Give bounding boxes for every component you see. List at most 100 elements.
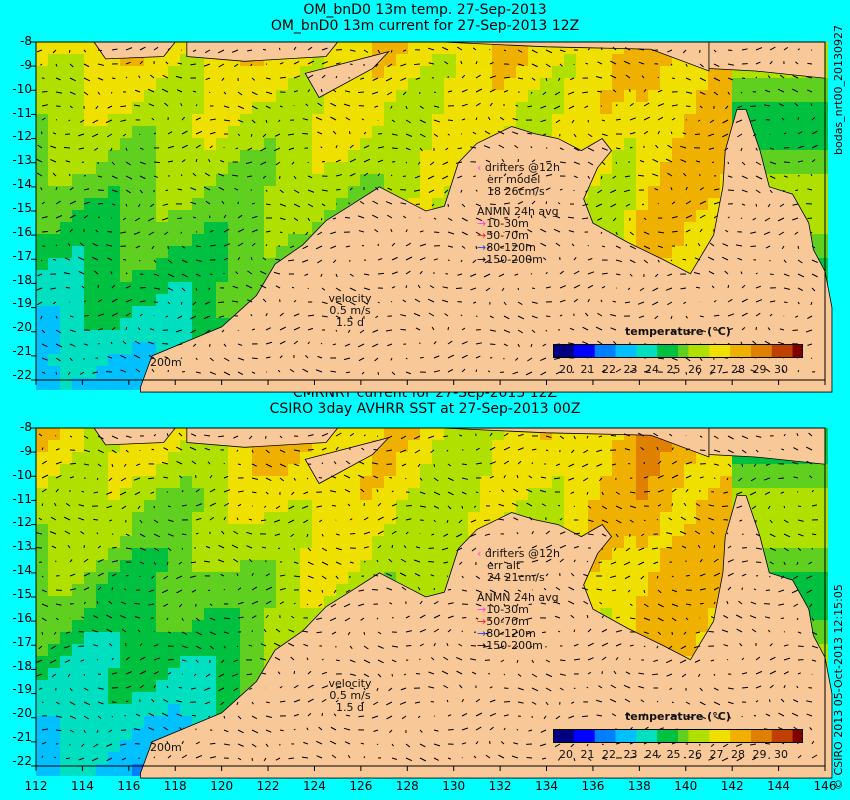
colorbar-segment [678, 344, 689, 358]
colorbar-segment [709, 729, 721, 743]
colorbar-segment [646, 344, 658, 358]
lat-tick-label: -14 [12, 563, 32, 578]
colorbar-segment [750, 344, 762, 358]
lat-tick-label: -22 [12, 754, 32, 768]
colorbar-segment [678, 729, 689, 743]
bottom-colorbar-title: temperature (°C) [625, 710, 731, 723]
island [93, 41, 177, 60]
lon-tick-label: 136 [581, 779, 605, 793]
stats-legend: 18 26cm/s [487, 185, 545, 198]
lat-tick-label: -19 [12, 682, 32, 697]
colorbar-tick-label: 27 [709, 363, 724, 376]
depth-150-200: →150-200m [477, 253, 543, 266]
colorbar-segment [792, 729, 803, 743]
lon-tick-label: 124 [303, 779, 326, 793]
colorbar-tick-label: 23 [623, 748, 638, 761]
colorbar-tick-label: 29 [752, 363, 767, 376]
colorbar-tick-label: 20 [559, 363, 573, 376]
colorbar-tick-label: 24 [645, 363, 659, 376]
lat-tick-label: -16 [12, 610, 32, 625]
lon-tick-label: 128 [395, 779, 419, 793]
lat-tick-label: -8 [20, 34, 32, 48]
colorbar-segment [782, 344, 794, 358]
lon-tick-label: 120 [210, 779, 234, 793]
top-velocity-key: velocity 0.5 m/s 1.5 d [328, 292, 372, 329]
bottom-scale-label: 200m [150, 741, 182, 754]
colorbar-segment [761, 729, 773, 743]
colorbar-segment [636, 729, 648, 743]
lat-tick-label: -16 [12, 224, 32, 239]
colorbar-segment [698, 344, 710, 358]
island [304, 436, 390, 485]
colorbar-segment [657, 344, 669, 358]
island [186, 427, 339, 448]
colorbar-segment [719, 344, 731, 358]
colorbar-segment [594, 344, 606, 358]
colorbar-tick-label: 28 [731, 363, 745, 376]
colorbar-segment [771, 729, 783, 743]
colorbar-segment [584, 344, 596, 358]
colorbar-segment [750, 729, 762, 743]
lon-tick-label: 144 [767, 779, 791, 793]
lat-tick-label: -15 [12, 201, 32, 215]
colorbar-segment [573, 344, 585, 358]
lat-tick-label: -9 [20, 443, 32, 458]
colorbar-tick-label: 26 [688, 748, 702, 761]
lat-tick-label: -21 [12, 344, 32, 359]
colorbar-segment [740, 729, 752, 743]
top-legend: ‹ drifters @12h err model 18 26cm/s ANMN… [477, 162, 560, 266]
colorbar-segment [719, 729, 731, 743]
lat-tick-label: -13 [12, 153, 32, 168]
island [442, 41, 710, 72]
bottom-side-label: © CSIRO 2013 05-Oct-2013 12:15:05 [832, 584, 845, 790]
top-scale-label: 200m [150, 356, 182, 369]
colorbar-segment [563, 344, 575, 358]
lat-tick-label: -8 [20, 420, 32, 434]
colorbar-segment [553, 729, 564, 743]
top-panel-title-line1: OM_bnD0 13m temp. 27-Sep-2013 [303, 2, 547, 18]
lat-tick-label: -22 [12, 368, 32, 382]
colorbar-segment [615, 729, 627, 743]
stats-legend: 24 21cm/s [487, 571, 545, 584]
colorbar-tick-label: 30 [774, 748, 788, 761]
colorbar-segment [688, 344, 700, 358]
top-colorbar-title: temperature (°C) [625, 325, 731, 338]
lon-tick-label: 140 [674, 779, 698, 793]
colorbar-segment [553, 344, 564, 358]
colorbar-tick-label: 22 [602, 748, 616, 761]
colorbar-tick-label: 27 [709, 748, 724, 761]
lon-tick-label: 142 [720, 779, 744, 793]
colorbar-segment [625, 344, 637, 358]
lon-tick-label: 112 [24, 779, 48, 793]
colorbar-segment [657, 729, 669, 743]
lat-tick-label: -9 [20, 57, 32, 72]
colorbar-tick-label: 26 [688, 363, 702, 376]
top-side-label: bodas_nrt00_20130927 [832, 25, 845, 155]
colorbar-segment [563, 729, 575, 743]
lat-tick-label: -12 [12, 129, 32, 144]
lat-tick-label: -17 [12, 248, 32, 263]
top-colorbar [553, 344, 803, 358]
bottom-velocity-key: velocity 0.5 m/s 1.5 d [328, 677, 372, 714]
lon-tick-label: 116 [117, 779, 141, 793]
lon-tick-label: 134 [535, 779, 558, 793]
lon-tick-label: 118 [163, 779, 187, 793]
bottom-panel-title-line1: CMRNRT current for 27-Sep-2013 12Z [292, 385, 558, 401]
island [186, 41, 339, 62]
colorbar-segment [636, 344, 648, 358]
lon-tick-label: 130 [442, 779, 466, 793]
lon-tick-label: 132 [488, 779, 512, 793]
island [708, 427, 826, 465]
island [442, 427, 710, 458]
colorbar-tick-label: 21 [580, 748, 595, 761]
colorbar-segment [667, 729, 679, 743]
colorbar-segment [740, 344, 752, 358]
colorbar-segment [584, 729, 596, 743]
lat-tick-label: -10 [12, 81, 32, 96]
bottom-panel-title-line2: CSIRO 3day AVHRR SST at 27-Sep-2013 00Z [269, 401, 581, 417]
colorbar-tick-label: 23 [623, 363, 638, 376]
colorbar-segment [667, 344, 679, 358]
lon-tick-label: 122 [256, 779, 280, 793]
colorbar-segment [792, 344, 803, 358]
colorbar-segment [698, 729, 710, 743]
